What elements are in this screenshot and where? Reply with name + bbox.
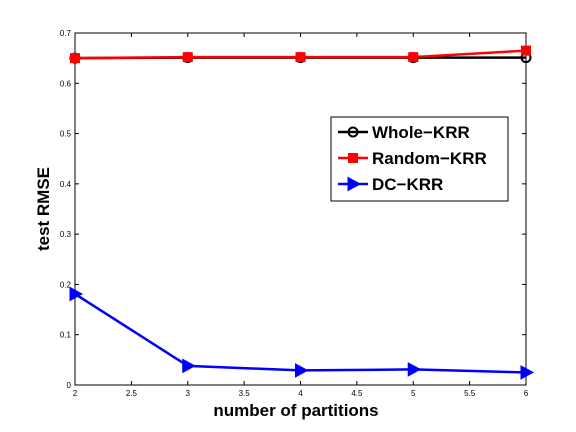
data-point [295,363,309,378]
y-tick-label: 0.2 [60,280,72,289]
data-point [295,52,306,63]
data-point [520,365,535,380]
plot-area [74,32,527,386]
x-tick-label: 3.5 [239,389,251,398]
legend-label: DC−KRR [372,175,443,194]
x-tick-label: 2 [73,389,78,398]
legend-items: Whole−KRR Random−KRR DC−KRR [338,123,487,194]
x-tick-label: 3 [186,389,191,398]
series-group [70,45,531,64]
x-tick-label: 4.5 [351,389,363,398]
x-tick-label: 5 [411,389,416,398]
legend: Whole−KRR Random−KRR DC−KRR [330,116,509,202]
y-tick-label: 0.5 [60,130,72,139]
legend-item: Whole−KRR [338,123,470,142]
y-tick-label: 0.1 [60,331,72,340]
x-tick-label: 2.5 [126,389,138,398]
x-axis-label: number of partitions [213,401,378,420]
y-tick-label: 0.6 [60,79,72,88]
legend-marker [348,153,358,163]
series-layer [69,45,535,380]
legend-label: Whole−KRR [372,123,470,142]
legend-label: Random−KRR [372,149,487,168]
data-point [408,52,419,63]
legend-marker [347,176,362,192]
y-axis-ticks: 0 0.1 0.2 0.3 0.4 0.5 0.6 0.7 [60,29,526,390]
legend-marker [347,126,359,138]
y-tick-label: 0.7 [60,29,72,38]
x-tick-label: 6 [524,389,529,398]
series-group [69,286,535,380]
y-axis-label: test RMSE [34,167,53,251]
data-point [69,286,84,302]
x-tick-label: 4 [298,389,303,398]
x-axis-ticks: 2 2.5 3 3.5 4 4.5 5 5.5 6 [73,33,529,398]
y-tick-label: 0 [67,381,72,390]
y-tick-label: 0.3 [60,230,72,239]
data-point [182,358,196,374]
data-point [70,53,80,64]
x-tick-label: 5.5 [464,389,476,398]
data-point [521,45,531,56]
data-point [407,362,422,377]
legend-item: DC−KRR [338,175,443,194]
y-tick-label: 0.4 [60,180,72,189]
legend-item: Random−KRR [338,149,487,168]
data-point [182,52,193,63]
